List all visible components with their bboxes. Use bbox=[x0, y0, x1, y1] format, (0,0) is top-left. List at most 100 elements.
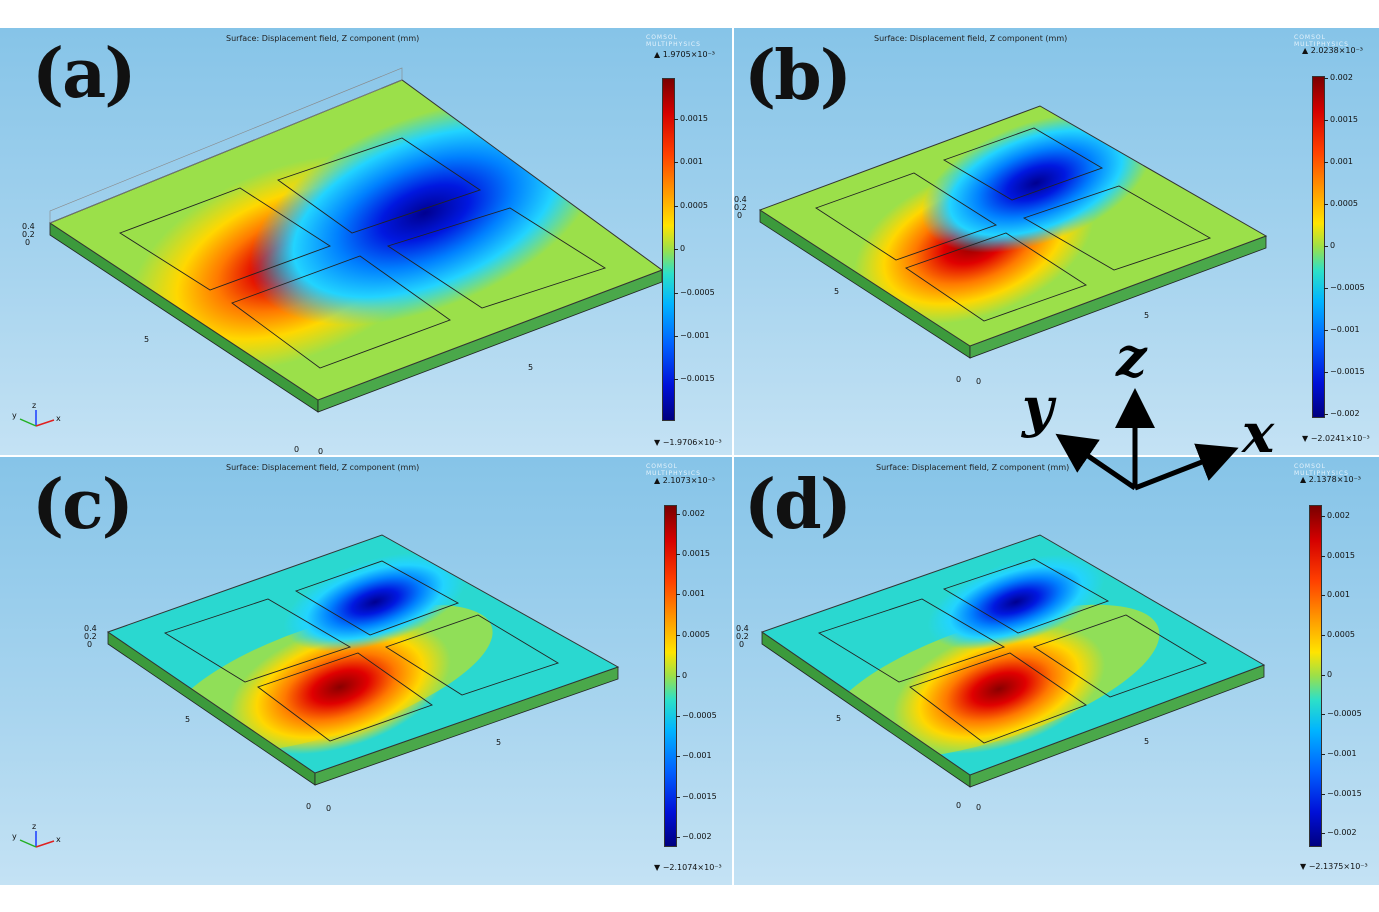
colorbar-tick-d: 0.001 bbox=[1321, 590, 1350, 599]
comsol-logo-c: COMSOL MULTIPHYSICS bbox=[646, 463, 701, 477]
svg-text:z: z bbox=[32, 823, 36, 831]
height-tick-b-3: 0 bbox=[737, 211, 742, 220]
colorbar-tick-b: −0.002 bbox=[1324, 409, 1360, 418]
min-value-d: ▼ −2.1375×10⁻³ bbox=[1300, 862, 1368, 871]
plot-title-c: Surface: Displacement field, Z component… bbox=[226, 463, 420, 472]
min-value-c: ▼ −2.1074×10⁻³ bbox=[654, 863, 722, 872]
axis-tick-b-3: 0 bbox=[956, 375, 961, 384]
height-tick-b-2: 0.2 bbox=[734, 203, 747, 212]
height-tick-c-3: 0 bbox=[87, 640, 92, 649]
axis-tick-a-3: 0 bbox=[294, 445, 299, 454]
plot-title-a: Surface: Displacement field, Z component… bbox=[226, 34, 420, 43]
max-value-b: ▲ 2.0238×10⁻³ bbox=[1302, 46, 1364, 55]
panel-a: 0.4 0.2 0 5 5 0 0 (a) Surface: Displacem… bbox=[0, 28, 732, 455]
colorbar-tick-c: −0.002 bbox=[676, 832, 712, 841]
axis-tick-c-3: 0 bbox=[306, 802, 311, 811]
colorbar-tick-c: 0.001 bbox=[676, 589, 705, 598]
y-axis-arrow bbox=[1055, 433, 1137, 491]
max-value-a: ▲ 1.9705×10⁻³ bbox=[654, 50, 716, 59]
x-axis-arrow bbox=[1134, 443, 1239, 491]
colorbar-tick-c: −0.001 bbox=[676, 751, 712, 760]
colorbar-d bbox=[1309, 505, 1322, 847]
colorbar-tick-a: 0.001 bbox=[674, 157, 703, 166]
colorbar-tick-c: −0.0015 bbox=[676, 792, 717, 801]
axis-tick-b-4: 0 bbox=[976, 377, 981, 386]
height-tick-d-2: 0.2 bbox=[736, 632, 749, 641]
orientation-triad-a: z x y bbox=[12, 402, 61, 427]
axis-tick-d-4: 0 bbox=[976, 803, 981, 812]
panel-d: 0.4 0.2 0 5 5 0 0 (d) Surface: Displacem… bbox=[734, 457, 1379, 885]
svg-text:z: z bbox=[32, 402, 36, 410]
colorbar-tick-b: −0.0005 bbox=[1324, 283, 1365, 292]
colorbar-tick-c: 0 bbox=[675, 671, 688, 680]
xyz-axis-symbol: z x y bbox=[1021, 330, 1275, 491]
axis-tick-b-2: 5 bbox=[1144, 311, 1149, 320]
plate-plot-d: 0.4 0.2 0 5 5 0 0 bbox=[736, 534, 1266, 812]
axis-tick-a-4: 0 bbox=[318, 447, 323, 455]
height-tick-d-1: 0.4 bbox=[736, 624, 749, 633]
height-tick-a-2: 0.2 bbox=[22, 230, 35, 239]
colorbar-b bbox=[1312, 76, 1325, 418]
height-tick-c-2: 0.2 bbox=[84, 632, 97, 641]
colorbar-tick-d: 0.0015 bbox=[1321, 551, 1355, 560]
axis-tick-d-1: 5 bbox=[836, 714, 841, 723]
colorbar-tick-a: 0.0015 bbox=[674, 114, 708, 123]
x-axis-label: x bbox=[1241, 401, 1275, 465]
z-axis-label: z bbox=[1115, 330, 1148, 389]
height-tick-a-1: 0.4 bbox=[22, 222, 35, 231]
colorbar-tick-b: −0.001 bbox=[1324, 325, 1360, 334]
axis-tick-d-2: 5 bbox=[1144, 737, 1149, 746]
colorbar-tick-a: 0.0005 bbox=[674, 201, 708, 210]
colorbar-tick-b: 0.002 bbox=[1324, 73, 1353, 82]
colorbar-tick-b: 0.001 bbox=[1324, 157, 1353, 166]
max-value-c: ▲ 2.1073×10⁻³ bbox=[654, 476, 716, 485]
height-tick-d-3: 0 bbox=[739, 640, 744, 649]
y-axis-label: y bbox=[1021, 375, 1057, 439]
colorbar-tick-d: −0.002 bbox=[1321, 828, 1357, 837]
panel-b: 0.4 0.2 0 5 5 0 0 (b) Surface: Displacem… bbox=[734, 28, 1379, 455]
colorbar-tick-d: 0.002 bbox=[1321, 511, 1350, 520]
colorbar-tick-c: −0.0005 bbox=[676, 711, 717, 720]
svg-text:y: y bbox=[12, 832, 17, 841]
height-tick-c-1: 0.4 bbox=[84, 624, 97, 633]
comsol-logo-d: COMSOL MULTIPHYSICS bbox=[1294, 463, 1349, 477]
colorbar-tick-b: 0 bbox=[1323, 241, 1336, 250]
plot-title-d: Surface: Displacement field, Z component… bbox=[876, 463, 1070, 472]
height-tick-b-1: 0.4 bbox=[734, 195, 747, 204]
colorbar-tick-d: −0.0015 bbox=[1321, 789, 1362, 798]
plot-title-b: Surface: Displacement field, Z component… bbox=[874, 34, 1068, 43]
colorbar-tick-a: −0.0005 bbox=[674, 288, 715, 297]
plate-plot-a: 0.4 0.2 0 5 5 0 0 bbox=[22, 67, 664, 455]
height-tick-a-3: 0 bbox=[25, 238, 30, 247]
colorbar-tick-c: 0.002 bbox=[676, 509, 705, 518]
max-value-d: ▲ 2.1378×10⁻³ bbox=[1300, 475, 1362, 484]
min-value-a: ▼ −1.9706×10⁻³ bbox=[654, 438, 722, 447]
colorbar-tick-c: 0.0015 bbox=[676, 549, 710, 558]
colorbar-tick-a: −0.001 bbox=[674, 331, 710, 340]
axis-tick-a-1: 5 bbox=[144, 335, 149, 344]
colorbar-tick-d: 0 bbox=[1320, 670, 1333, 679]
min-value-b: ▼ −2.0241×10⁻³ bbox=[1302, 434, 1370, 443]
panel-label-b: (b) bbox=[744, 36, 852, 116]
colorbar-tick-d: 0.0005 bbox=[1321, 630, 1355, 639]
axis-tick-c-1: 5 bbox=[185, 715, 190, 724]
axis-tick-c-4: 0 bbox=[326, 804, 331, 813]
panel-label-d: (d) bbox=[744, 465, 852, 545]
axis-tick-b-1: 5 bbox=[834, 287, 839, 296]
plate-plot-b: 0.4 0.2 0 5 5 0 0 bbox=[734, 105, 1268, 386]
colorbar-tick-b: −0.0015 bbox=[1324, 367, 1365, 376]
colorbar-tick-d: −0.001 bbox=[1321, 749, 1357, 758]
colorbar-tick-a: 0 bbox=[673, 244, 686, 253]
axis-tick-c-2: 5 bbox=[496, 738, 501, 747]
axis-tick-a-2: 5 bbox=[528, 363, 533, 372]
colorbar-tick-c: 0.0005 bbox=[676, 630, 710, 639]
comsol-logo-a: COMSOL MULTIPHYSICS bbox=[646, 34, 701, 48]
panel-label-a: (a) bbox=[32, 34, 136, 114]
panel-label-c: (c) bbox=[32, 465, 134, 545]
colorbar-tick-d: −0.0005 bbox=[1321, 709, 1362, 718]
axis-tick-d-3: 0 bbox=[956, 801, 961, 810]
svg-text:x: x bbox=[56, 414, 61, 423]
panel-c: 0.4 0.2 0 5 5 0 0 (c) Surface: Displacem… bbox=[0, 457, 732, 885]
comsol-logo-b: COMSOL MULTIPHYSICS bbox=[1294, 34, 1349, 48]
plate-plot-c: 0.4 0.2 0 5 5 0 0 bbox=[84, 534, 620, 813]
